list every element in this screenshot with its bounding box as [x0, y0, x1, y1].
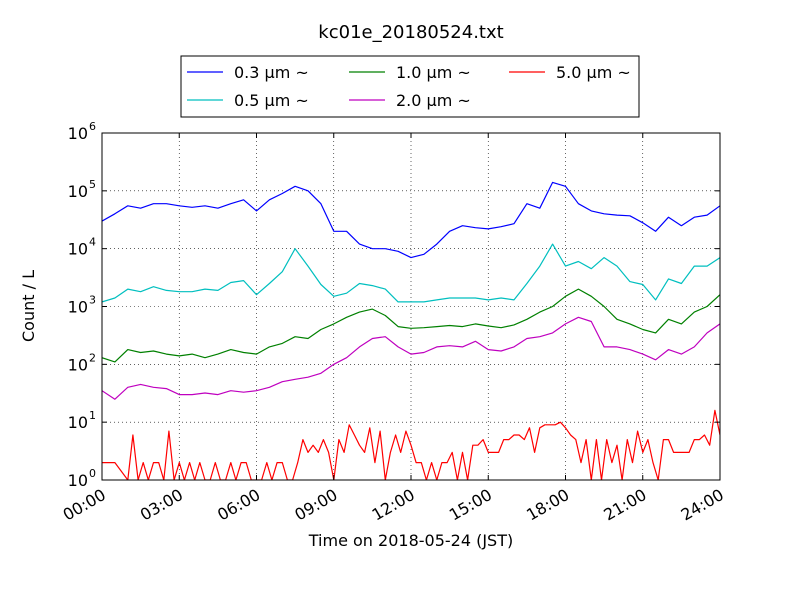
y-tick-label: 10 1 — [68, 409, 96, 432]
grid — [102, 133, 720, 480]
legend-label: 0.3 μm ~ — [234, 63, 309, 82]
legend-label: 0.5 μm ~ — [234, 91, 309, 110]
legend-entry-0-5um: 0.5 μm ~ — [187, 91, 309, 110]
y-tick-exponent: 5 — [89, 178, 96, 191]
y-tick-label: 10 0 — [68, 467, 96, 490]
series-layer — [102, 181, 720, 480]
legend-label: 1.0 μm ~ — [396, 63, 471, 82]
y-tick-exponent: 1 — [89, 409, 96, 422]
y-tick-base: 10 — [68, 182, 88, 201]
legend: 0.3 μm ~ 0.5 μm ~ 1.0 μm ~ 2.0 μm ~ 5.0 μm ~ — [180, 55, 640, 118]
x-axis-label: Time on 2018-05-24 (JST) — [308, 531, 513, 550]
legend-label: 2.0 μm ~ — [396, 91, 471, 110]
y-tick-label: 10 2 — [68, 351, 96, 374]
legend-entry-2-0um: 2.0 μm ~ — [349, 91, 471, 110]
series-line-0-5um — [102, 243, 720, 303]
y-tick-exponent: 6 — [89, 120, 96, 133]
series-line-1-0um — [102, 288, 720, 363]
y-tick-label: 10 6 — [68, 120, 96, 143]
series-line-2-0um — [102, 316, 720, 400]
legend-label: 5.0 μm ~ — [556, 63, 631, 82]
y-tick-label: 10 4 — [68, 236, 96, 259]
y-tick-base: 10 — [68, 355, 88, 374]
y-tick-exponent: 0 — [89, 467, 96, 480]
series-line-5-0um — [102, 409, 720, 480]
y-tick-exponent: 2 — [89, 351, 96, 364]
y-tick-base: 10 — [68, 471, 88, 490]
legend-entry-1-0um: 1.0 μm ~ — [349, 63, 471, 82]
legend-box — [180, 55, 640, 118]
chart-title: kc01e_20180524.txt — [318, 22, 503, 43]
legend-entry-5-0um: 5.0 μm ~ — [509, 63, 631, 82]
y-tick-base: 10 — [68, 124, 88, 143]
y-tick-base: 10 — [68, 413, 88, 432]
y-tick-exponent: 3 — [89, 294, 96, 307]
y-tick-label: 10 5 — [68, 178, 96, 201]
legend-entry-0-3um: 0.3 μm ~ — [187, 63, 309, 82]
y-axis-label: Count / L — [19, 270, 38, 342]
series-line-0-3um — [102, 181, 720, 259]
y-tick-exponent: 4 — [89, 236, 96, 249]
y-tick-base: 10 — [68, 298, 88, 317]
y-tick-label: 10 3 — [68, 294, 96, 317]
y-tick-base: 10 — [68, 240, 88, 259]
